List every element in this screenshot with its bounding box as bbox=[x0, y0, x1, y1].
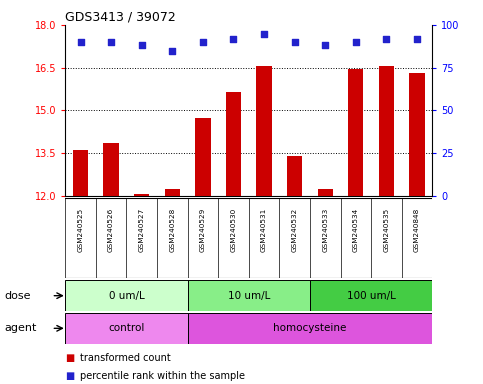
Text: GSM240535: GSM240535 bbox=[384, 207, 389, 252]
Point bbox=[169, 48, 176, 54]
Text: agent: agent bbox=[5, 323, 37, 333]
Text: GSM240528: GSM240528 bbox=[169, 207, 175, 252]
Text: dose: dose bbox=[5, 291, 31, 301]
Point bbox=[107, 39, 115, 45]
Bar bbox=[187, 313, 432, 344]
Bar bbox=[379, 66, 394, 196]
Bar bbox=[65, 280, 187, 311]
Point bbox=[413, 36, 421, 42]
Bar bbox=[103, 143, 119, 196]
Text: GSM240527: GSM240527 bbox=[139, 207, 145, 252]
Bar bbox=[226, 92, 241, 196]
Bar bbox=[256, 66, 272, 196]
Text: GDS3413 / 39072: GDS3413 / 39072 bbox=[65, 11, 176, 24]
Text: GSM240526: GSM240526 bbox=[108, 207, 114, 252]
Point bbox=[321, 42, 329, 48]
Bar bbox=[187, 280, 310, 311]
Text: GSM240529: GSM240529 bbox=[200, 207, 206, 252]
Text: GSM240530: GSM240530 bbox=[230, 207, 237, 252]
Point bbox=[229, 36, 237, 42]
Point bbox=[383, 36, 390, 42]
Point bbox=[77, 39, 85, 45]
Text: 100 um/L: 100 um/L bbox=[347, 291, 396, 301]
Text: 10 um/L: 10 um/L bbox=[227, 291, 270, 301]
Point bbox=[199, 39, 207, 45]
Point bbox=[138, 42, 145, 48]
Text: 0 um/L: 0 um/L bbox=[109, 291, 144, 301]
Text: ■: ■ bbox=[65, 371, 74, 381]
Text: transformed count: transformed count bbox=[80, 353, 170, 363]
Bar bbox=[134, 194, 149, 196]
Text: GSM240525: GSM240525 bbox=[77, 207, 84, 252]
Bar bbox=[348, 69, 364, 196]
Text: GSM240531: GSM240531 bbox=[261, 207, 267, 252]
Bar bbox=[195, 118, 211, 196]
Bar bbox=[165, 189, 180, 196]
Bar bbox=[73, 150, 88, 196]
Text: control: control bbox=[108, 323, 144, 333]
Bar bbox=[65, 313, 187, 344]
Text: percentile rank within the sample: percentile rank within the sample bbox=[80, 371, 245, 381]
Bar bbox=[287, 156, 302, 196]
Bar bbox=[410, 73, 425, 196]
Bar bbox=[310, 280, 432, 311]
Point bbox=[352, 39, 360, 45]
Text: ■: ■ bbox=[65, 353, 74, 363]
Text: homocysteine: homocysteine bbox=[273, 323, 347, 333]
Bar bbox=[318, 189, 333, 196]
Point bbox=[291, 39, 298, 45]
Text: GSM240532: GSM240532 bbox=[292, 207, 298, 252]
Text: GSM240533: GSM240533 bbox=[322, 207, 328, 252]
Text: GSM240534: GSM240534 bbox=[353, 207, 359, 252]
Text: GSM240848: GSM240848 bbox=[414, 207, 420, 252]
Point bbox=[260, 30, 268, 36]
